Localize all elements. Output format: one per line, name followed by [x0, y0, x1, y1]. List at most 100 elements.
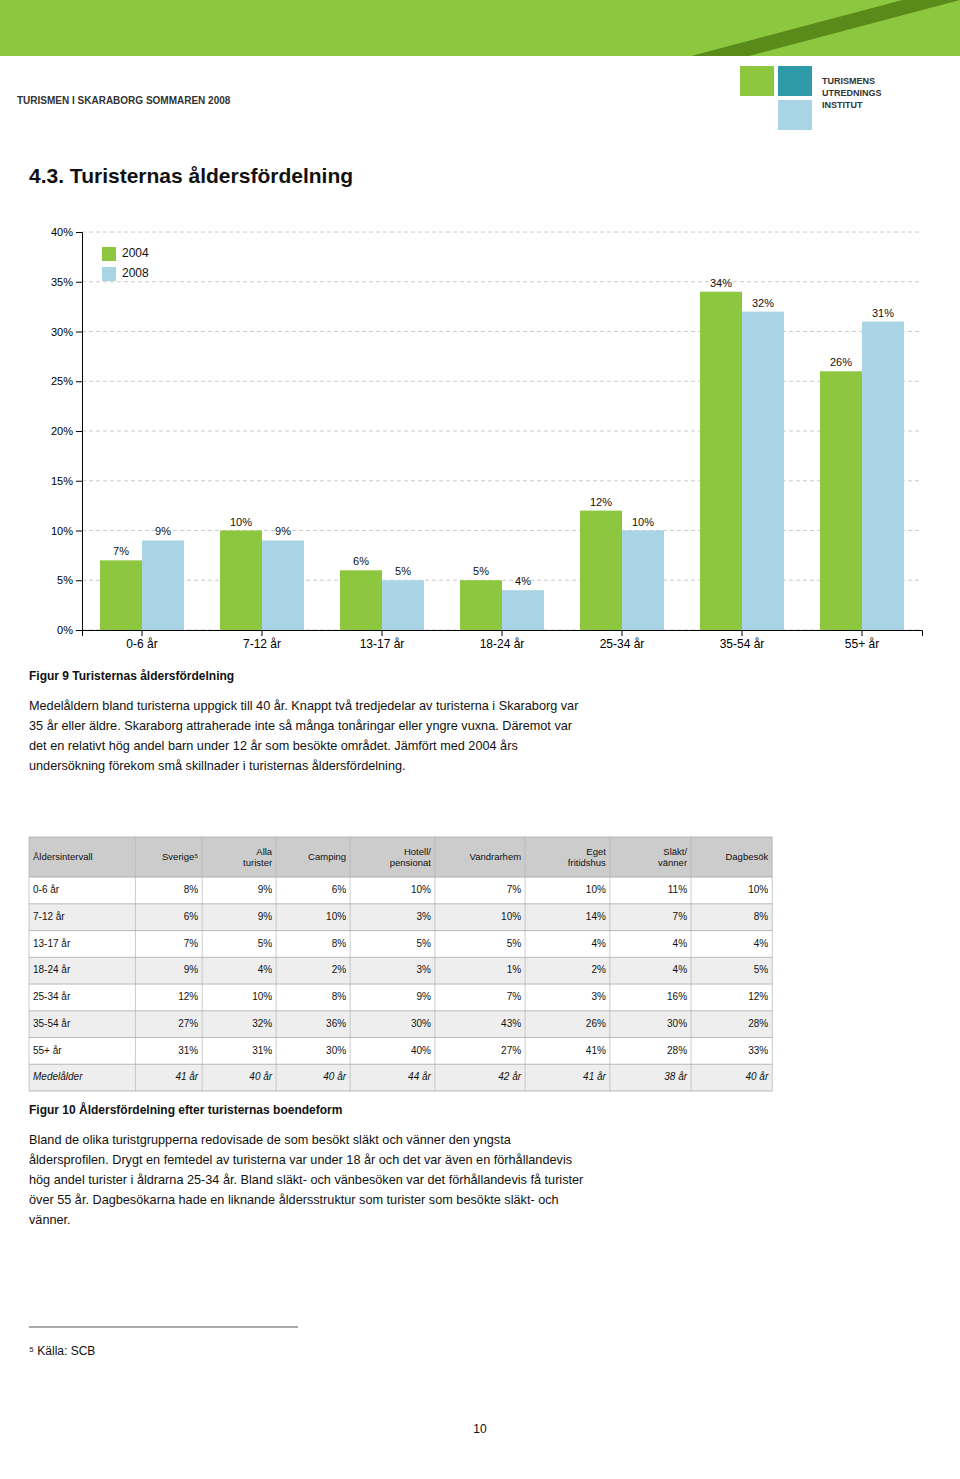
table-cell-text: 9% [184, 964, 199, 975]
paragraph: Bland de olika turistgrupperna redovisad… [29, 1133, 584, 1227]
table-cell [691, 1011, 772, 1038]
table-border [29, 957, 772, 958]
table-header-cell [29, 837, 135, 877]
chart: 7%10%6%5%12%34%26%9%9%5%4%10%32%31%0%5%1… [51, 226, 923, 651]
y-tick-label: 30% [51, 326, 73, 338]
table-cell [691, 1038, 772, 1065]
table-border [29, 984, 772, 985]
table-cell-text: 11% [668, 884, 687, 895]
table-border [29, 1037, 772, 1038]
table-cell [276, 1064, 350, 1091]
table-cell [525, 931, 610, 958]
page-background [0, 0, 960, 1479]
table-cell-text: 18-24 år [33, 964, 71, 975]
table-cell [435, 984, 525, 1011]
header-bar [0, 0, 960, 56]
y-tick-mark [76, 531, 82, 532]
bar [460, 580, 502, 630]
y-tick-mark [76, 332, 82, 333]
table-cell-text: 40% [411, 1045, 431, 1056]
y-tick: 35% [51, 276, 82, 288]
bar [382, 580, 424, 630]
x-tick-mark [502, 630, 503, 636]
data-label: 10% [230, 516, 252, 528]
y-tick: 40% [51, 226, 82, 238]
table-cell-text: 4% [673, 938, 688, 949]
table-cell-text: Medelålder [33, 1071, 83, 1082]
table-cell [202, 1011, 276, 1038]
table-cell [202, 984, 276, 1011]
table-header-text: Hotell/pensionat [390, 845, 432, 867]
page-number: 10 [473, 1422, 487, 1436]
table-cell-text: 32% [252, 1018, 272, 1029]
table-cell [610, 1011, 691, 1038]
table-header-text: Släkt/vänner [658, 845, 687, 867]
table-border [691, 837, 692, 1091]
table-cell [276, 904, 350, 931]
x-tick-mark [742, 630, 743, 636]
table-cell [276, 931, 350, 958]
table-border [434, 837, 435, 1091]
y-tick-label: 40% [51, 226, 73, 238]
table-cell [350, 957, 435, 984]
x-axis: 0-6 år7-12 år13-17 år18-24 år25-34 år35-… [83, 630, 923, 651]
table-border [29, 1010, 772, 1011]
table-cell-text: 25-34 år [33, 991, 71, 1002]
table-cell-text: 31% [252, 1045, 272, 1056]
table-cell-text: 5% [258, 938, 273, 949]
table-cell [135, 957, 202, 984]
footnote-rule [29, 1327, 298, 1328]
header-slash [691, 0, 960, 56]
table-cell [691, 1064, 772, 1091]
table: ÅldersintervallSverige⁵AllaturisterCampi… [29, 837, 772, 1091]
table-cell-text: 30% [667, 1018, 687, 1029]
table-cell [202, 931, 276, 958]
table-border [609, 837, 610, 1091]
table-cell-text: 16% [667, 991, 687, 1002]
legend-label: 2004 [122, 246, 149, 260]
y-tick-label: 25% [51, 375, 73, 387]
data-label: 12% [590, 496, 612, 508]
table-cell [202, 877, 276, 904]
table-cell-text: 9% [258, 884, 273, 895]
table-cell-text: 41 år [175, 1071, 198, 1082]
table-border [29, 877, 772, 878]
table-header-text: Egetfritidshus [568, 845, 606, 867]
table-cell [435, 1011, 525, 1038]
bar [622, 531, 664, 631]
bar [502, 590, 544, 630]
table-cell [691, 904, 772, 931]
table-cell [525, 957, 610, 984]
table-cell [135, 1064, 202, 1091]
table-header-cell [135, 837, 202, 877]
data-label: 7% [113, 545, 129, 557]
table-caption: Figur 10 Åldersfördelning efter turister… [29, 1102, 342, 1117]
table-cell-text: 9% [416, 991, 431, 1002]
table-header-cell [691, 837, 772, 877]
table-cell [135, 904, 202, 931]
table-cell-text: 42 år [498, 1071, 521, 1082]
table-cell-text: 4% [591, 938, 606, 949]
table-cell-text: 7% [673, 911, 688, 922]
table-cell-text: 35-54 år [33, 1018, 71, 1029]
table-cell [350, 1064, 435, 1091]
table-cell-text: 28% [748, 1018, 768, 1029]
table-header-text: Allaturister [243, 845, 273, 867]
table-cell-text: 40 år [745, 1071, 768, 1082]
logo-block [778, 100, 812, 130]
table-cell-text: 44 år [408, 1071, 431, 1082]
x-tick: 13-17 år [360, 630, 405, 651]
bar [220, 531, 262, 631]
table-cell-text: 5% [507, 938, 522, 949]
table-cell [525, 1064, 610, 1091]
x-tick: 55+ år [845, 630, 879, 651]
y-tick: 5% [57, 574, 82, 586]
x-tick: 35-54 år [720, 630, 765, 651]
table-cell [202, 1064, 276, 1091]
table-cell-text: 9% [258, 911, 273, 922]
table-border [29, 1091, 772, 1092]
table-header-cell [276, 837, 350, 877]
table-cell [435, 877, 525, 904]
grid-line [82, 530, 922, 531]
x-tick-mark [862, 630, 863, 636]
